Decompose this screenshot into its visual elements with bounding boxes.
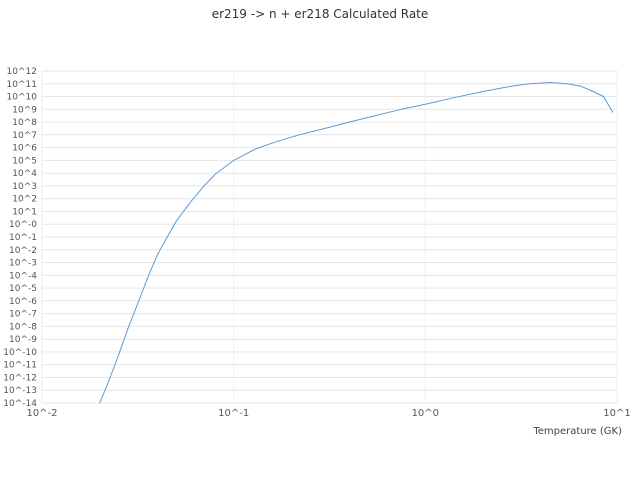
y-tick-label: 10^-12 — [3, 374, 37, 384]
y-tick-label: 10^2 — [12, 195, 37, 205]
series-line-calculated-rate — [99, 82, 614, 404]
y-tick-label: 10^12 — [7, 67, 37, 77]
y-tick-label: 10^1 — [12, 208, 37, 218]
y-tick-label: 10^5 — [12, 156, 37, 166]
y-tick-label: 10^-4 — [9, 271, 37, 281]
y-tick-label: 10^-14 — [3, 399, 37, 409]
y-tick-label: 10^-5 — [9, 284, 37, 294]
y-tick-label: 10^6 — [12, 144, 37, 154]
y-tick-label: 10^-7 — [9, 310, 37, 320]
y-tick-label: 10^-2 — [9, 246, 37, 256]
x-tick-label: 10^1 — [603, 408, 630, 419]
y-tick-label: 10^-11 — [3, 361, 37, 371]
x-tick-label: 10^0 — [412, 408, 439, 419]
y-tick-label: 10^4 — [12, 169, 37, 179]
y-tick-label: 10^-0 — [9, 220, 37, 230]
y-tick-label: 10^-1 — [9, 233, 37, 243]
y-tick-label: 10^-6 — [9, 297, 37, 307]
y-tick-label: 10^10 — [7, 93, 38, 103]
y-tick-label: 10^11 — [7, 80, 37, 90]
y-tick-label: 10^-9 — [9, 335, 37, 345]
x-tick-label: 10^-2 — [26, 408, 57, 419]
y-tick-label: 10^-13 — [3, 386, 37, 396]
y-tick-label: 10^-10 — [3, 348, 37, 358]
chart-title: er219 -> n + er218 Calculated Rate — [211, 7, 429, 21]
y-tick-label: 10^9 — [12, 105, 37, 115]
y-tick-label: 10^-8 — [9, 322, 37, 332]
y-tick-label: 10^-3 — [9, 259, 37, 269]
x-tick-label: 10^-1 — [218, 408, 249, 419]
y-tick-label: 10^8 — [12, 118, 37, 128]
y-tick-label: 10^3 — [12, 182, 37, 192]
y-tick-label: 10^7 — [12, 131, 37, 141]
x-axis-label: Temperature (GK) — [533, 426, 622, 437]
